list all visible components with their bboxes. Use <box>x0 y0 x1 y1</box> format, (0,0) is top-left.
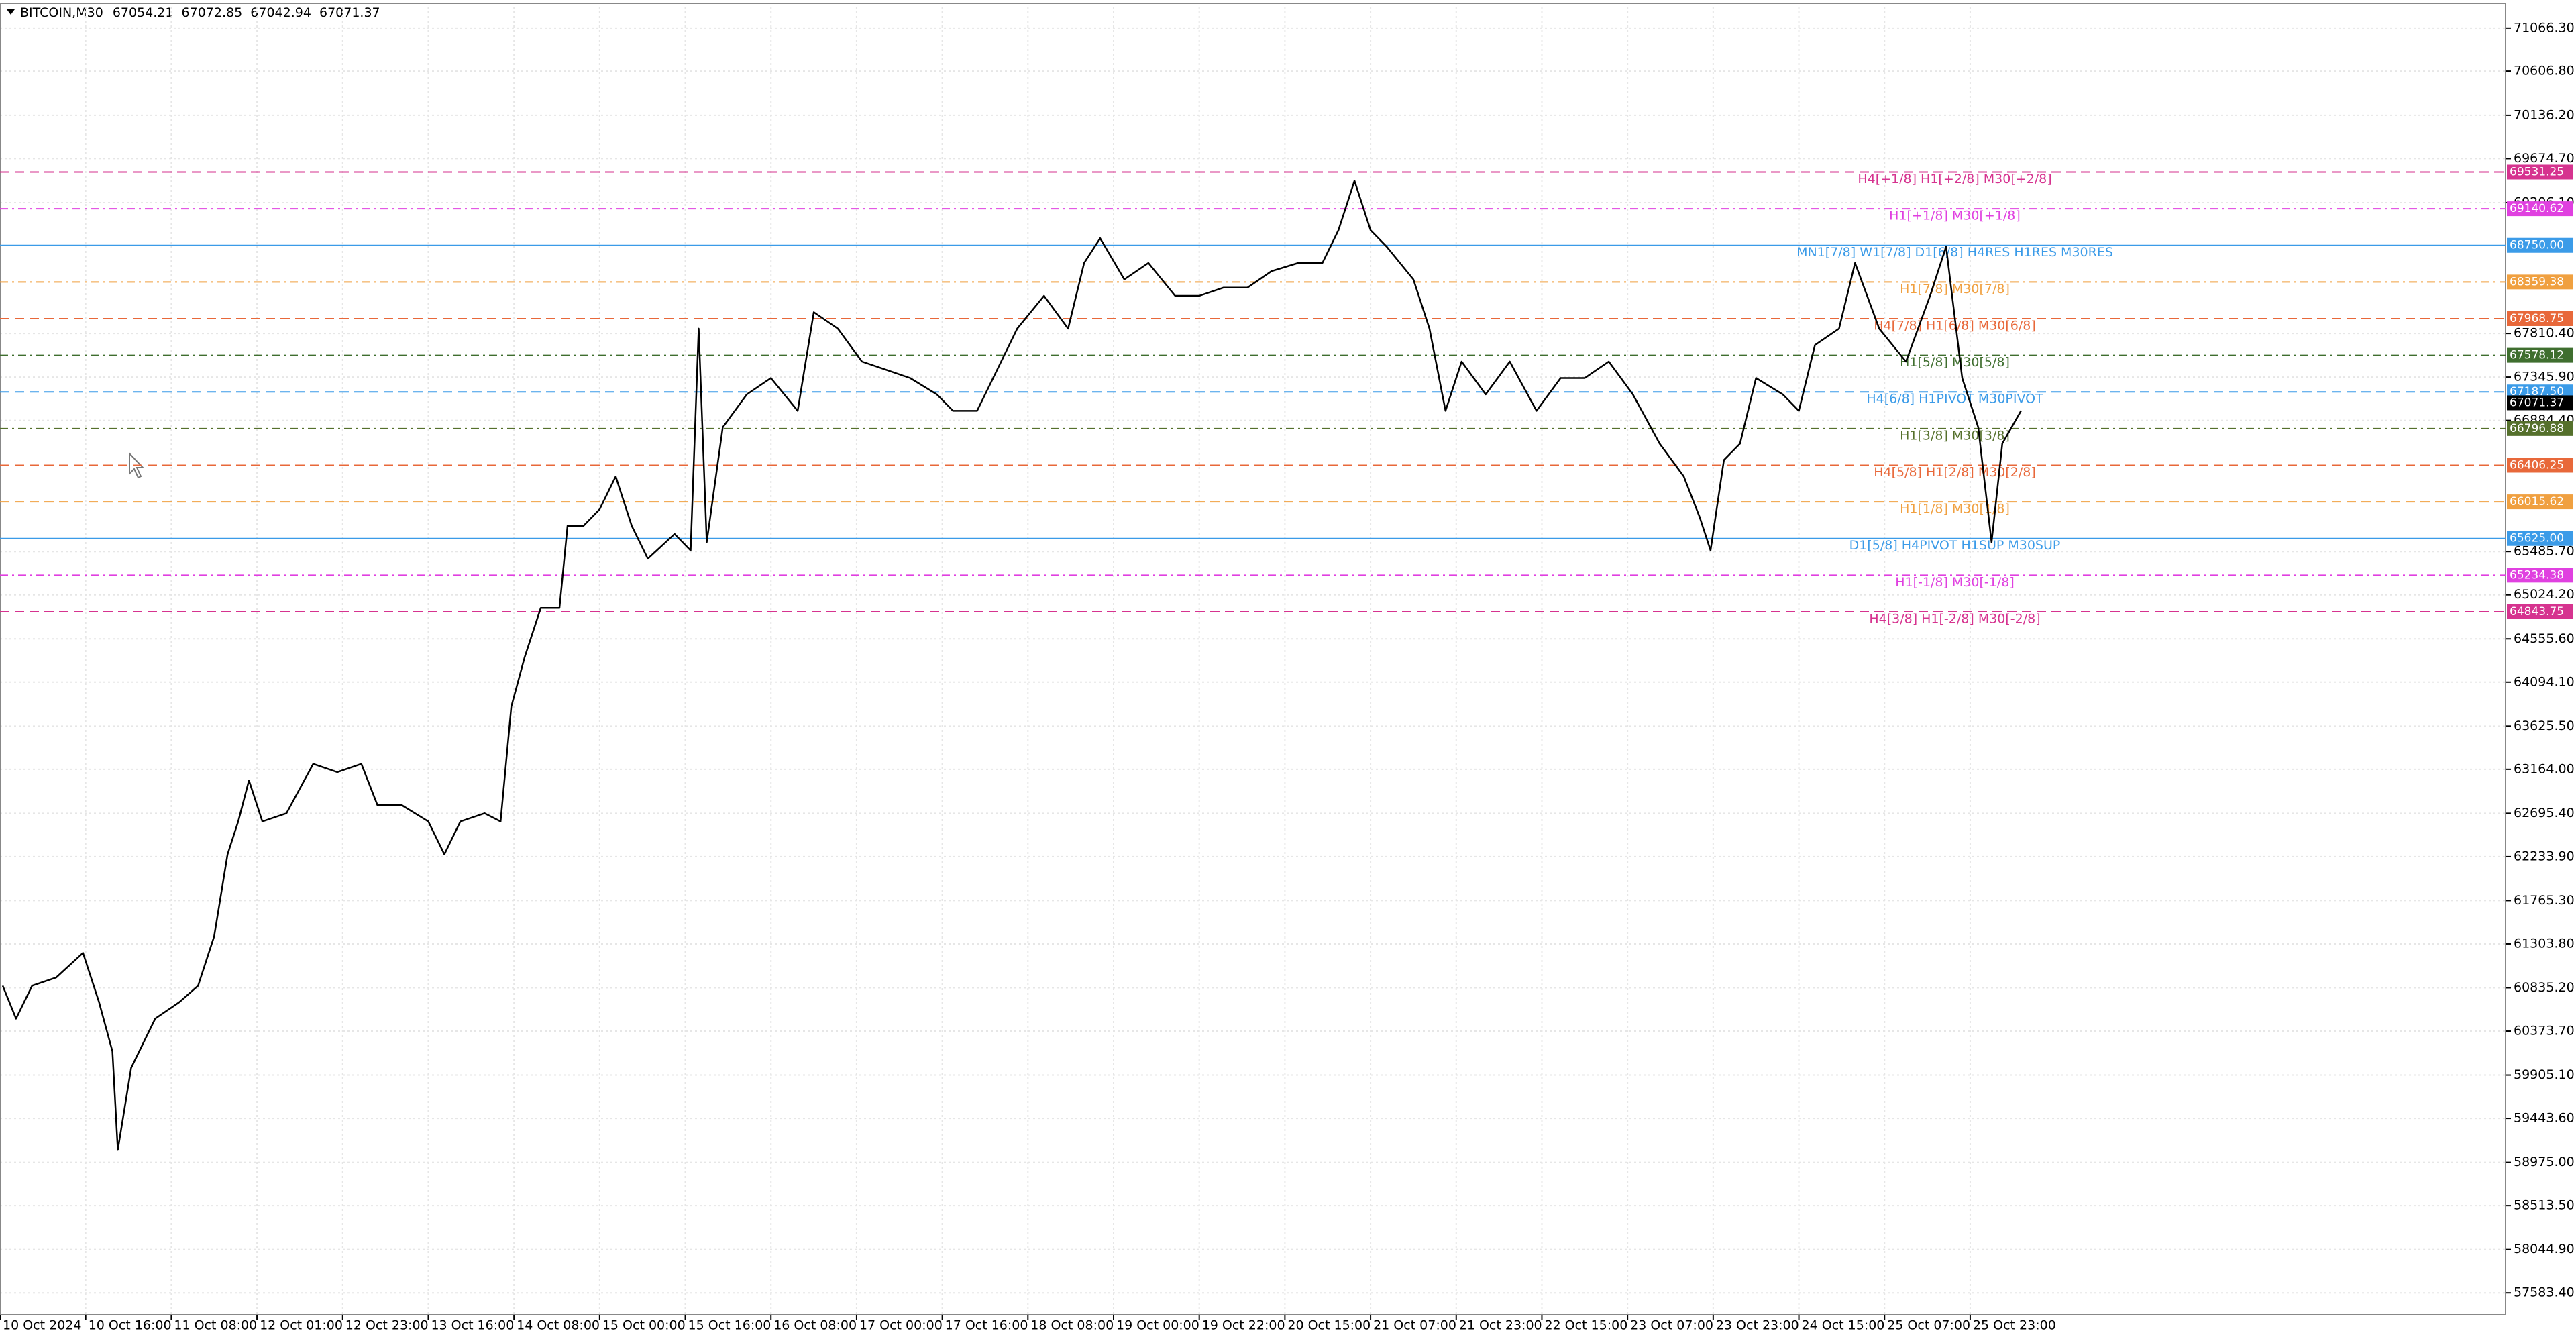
x-tick-label: 18 Oct 08:00 <box>1030 1318 1114 1333</box>
y-tick-label: 60835.20 <box>2514 980 2575 995</box>
x-tick-label: 17 Oct 16:00 <box>945 1318 1028 1333</box>
y-tick-label: 62695.40 <box>2514 806 2575 820</box>
x-tick-label: 23 Oct 07:00 <box>1630 1318 1713 1333</box>
level-badge <box>2507 531 2573 546</box>
level-badge <box>2507 421 2573 436</box>
price-line <box>1 180 2022 1151</box>
y-tick-label: 63164.00 <box>2514 761 2575 776</box>
level-badge-label: 65234.38 <box>2510 568 2564 582</box>
low: 67042.94 <box>250 5 311 20</box>
close: 67071.37 <box>319 5 380 20</box>
x-tick-label: 25 Oct 07:00 <box>1887 1318 1970 1333</box>
x-tick-label: 16 Oct 08:00 <box>773 1318 857 1333</box>
level-badge <box>2507 347 2573 363</box>
y-tick-label: 57583.40 <box>2514 1285 2575 1300</box>
x-tick-label: 14 Oct 08:00 <box>517 1318 600 1333</box>
y-tick-label: 70606.80 <box>2514 64 2575 78</box>
y-tick-label: 58975.00 <box>2514 1155 2575 1169</box>
level-label: H4[6/8] H1PIVOT M30PIVOT <box>1866 392 2043 407</box>
level-label: H1[+1/8] M30[+1/8] <box>1889 209 2021 223</box>
high: 67072.85 <box>182 5 243 20</box>
x-tick-label: 17 Oct 00:00 <box>859 1318 943 1333</box>
level-badge-label: 68359.38 <box>2510 275 2564 288</box>
level-badge <box>2507 274 2573 290</box>
x-tick-label: 11 Oct 08:00 <box>174 1318 257 1333</box>
y-tick-label: 69674.70 <box>2514 151 2575 166</box>
level-badge <box>2507 494 2573 510</box>
x-tick-label: 24 Oct 15:00 <box>1802 1318 1885 1333</box>
y-tick-label: 58044.90 <box>2514 1242 2575 1256</box>
x-tick-label: 22 Oct 15:00 <box>1544 1318 1627 1333</box>
level-badge <box>2507 458 2573 473</box>
level-badge-label: 68750.00 <box>2510 239 2564 252</box>
level-badge <box>2507 237 2573 253</box>
y-tick-label: 62233.90 <box>2514 849 2575 863</box>
level-badge-label: 69531.25 <box>2510 165 2564 178</box>
level-label: H4[3/8] H1[-2/8] M30[-2/8] <box>1869 611 2040 626</box>
x-tick-label: 12 Oct 23:00 <box>345 1318 429 1333</box>
symbol: BITCOIN,M30 <box>20 5 103 20</box>
level-badge <box>2507 164 2573 180</box>
x-tick-label: 15 Oct 16:00 <box>688 1318 771 1333</box>
plot-frame <box>0 3 2506 1315</box>
y-tick-label: 65485.70 <box>2514 544 2575 559</box>
level-label: H1[5/8] M30[5/8] <box>1900 355 2010 370</box>
menu-arrow <box>7 9 15 15</box>
x-tick-label: 21 Oct 23:00 <box>1459 1318 1542 1333</box>
y-tick-label: 64555.60 <box>2514 631 2575 646</box>
level-label: H1[3/8] M30[3/8] <box>1900 428 2010 443</box>
x-tick-label: 23 Oct 23:00 <box>1716 1318 1799 1333</box>
y-tick-label: 64094.10 <box>2514 674 2575 689</box>
level-label: H1[1/8] M30[1/8] <box>1900 502 2010 517</box>
current-price-badge <box>2507 395 2573 411</box>
x-tick-label: 15 Oct 00:00 <box>602 1318 686 1333</box>
level-badge-label: 66015.62 <box>2510 495 2564 508</box>
open: 67054.21 <box>113 5 174 20</box>
x-tick-label: 12 Oct 01:00 <box>260 1318 343 1333</box>
level-badge <box>2507 568 2573 583</box>
y-tick-label: 67810.40 <box>2514 326 2575 341</box>
level-badge-label: 66406.25 <box>2510 458 2564 472</box>
y-tick-label: 71066.30 <box>2514 20 2575 35</box>
y-tick-label: 58513.50 <box>2514 1198 2575 1213</box>
level-badge-label: 65625.00 <box>2510 532 2564 545</box>
level-label: H1[7/8] M30[7/8] <box>1900 282 2010 297</box>
x-tick-label: 19 Oct 00:00 <box>1116 1318 1199 1333</box>
level-badge-label: 69140.62 <box>2510 202 2564 215</box>
level-label: H4[5/8] H1[2/8] M30[2/8] <box>1874 465 2036 480</box>
x-tick-label: 19 Oct 22:00 <box>1202 1318 1285 1333</box>
y-tick-label: 59443.60 <box>2514 1111 2575 1126</box>
level-badge <box>2507 201 2573 217</box>
x-tick-label: 25 Oct 23:00 <box>1973 1318 2056 1333</box>
level-badge-label: 64843.75 <box>2510 605 2564 619</box>
x-tick-label: 21 Oct 07:00 <box>1373 1318 1456 1333</box>
y-tick-label: 67345.90 <box>2514 370 2575 384</box>
x-tick-label: 20 Oct 15:00 <box>1287 1318 1371 1333</box>
y-tick-label: 63625.50 <box>2514 718 2575 733</box>
level-label: D1[5/8] H4PIVOT H1SUP M30SUP <box>1849 538 2061 553</box>
level-badge-label: 66796.88 <box>2510 422 2564 435</box>
x-tick-label: 13 Oct 16:00 <box>431 1318 514 1333</box>
y-tick-label: 65024.20 <box>2514 587 2575 602</box>
y-tick-label: 70136.20 <box>2514 107 2575 122</box>
chart-header: BITCOIN,M30 67054.21 67072.85 67042.94 6… <box>20 5 380 20</box>
x-tick-label: 10 Oct 2024 <box>3 1318 81 1333</box>
y-tick-label: 61765.30 <box>2514 893 2575 908</box>
y-tick-label: 61303.80 <box>2514 936 2575 951</box>
level-badge-label: 67578.12 <box>2510 349 2564 362</box>
level-badge-label: 67187.50 <box>2510 385 2564 398</box>
x-tick-label: 10 Oct 16:00 <box>89 1318 172 1333</box>
level-badge-label: 67968.75 <box>2510 312 2564 325</box>
y-tick-label: 59905.10 <box>2514 1067 2575 1082</box>
current-price-label: 67071.37 <box>2510 396 2564 409</box>
level-label: H4[7/8] H1[6/8] M30[6/8] <box>1874 318 2036 333</box>
level-badge <box>2507 311 2573 326</box>
level-label: H4[+1/8] H1[+2/8] M30[+2/8] <box>1858 172 2051 186</box>
level-badge <box>2507 604 2573 619</box>
y-tick-label: 60373.70 <box>2514 1024 2575 1038</box>
level-label: MN1[7/8] W1[7/8] D1[6/8] H4RES H1RES M30… <box>1796 245 2113 260</box>
level-label: H1[-1/8] M30[-1/8] <box>1895 575 2015 590</box>
